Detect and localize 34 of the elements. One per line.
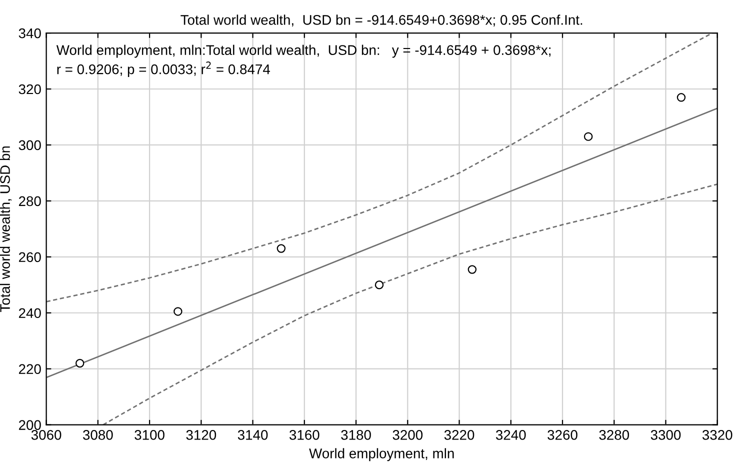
y-tick-label: 280 bbox=[18, 196, 41, 206]
x-tick-label: 3160 bbox=[289, 430, 320, 440]
y-tick-label: 240 bbox=[18, 308, 41, 318]
line-series bbox=[102, 183, 718, 425]
x-axis-title: World employment, mln bbox=[309, 448, 454, 462]
x-tick-label: 3240 bbox=[496, 430, 526, 440]
x-tick-label: 3060 bbox=[31, 430, 62, 440]
point bbox=[468, 265, 477, 274]
point bbox=[374, 280, 384, 290]
chart-title: Total world wealth, USD bn = -914.6549+0.3698*x; 0.95 Conf.Int. bbox=[180, 14, 582, 26]
point bbox=[676, 93, 686, 102]
x-tick-label: 3180 bbox=[341, 430, 371, 440]
point bbox=[174, 307, 182, 316]
point bbox=[584, 132, 593, 141]
y-tick-label: 340 bbox=[18, 28, 41, 38]
y-tick-label: 260 bbox=[18, 252, 41, 262]
x-tick-label: 3300 bbox=[650, 430, 681, 440]
x-tick-label: 3220 bbox=[444, 430, 474, 440]
x-tick-label: 3120 bbox=[186, 430, 216, 440]
y-tick-label: 220 bbox=[18, 364, 41, 374]
x-tick-label: 3260 bbox=[548, 430, 578, 440]
y-tick-label: 320 bbox=[18, 84, 41, 94]
x-tick-label: 3100 bbox=[134, 430, 164, 440]
point bbox=[76, 358, 84, 368]
point bbox=[276, 244, 286, 253]
x-tick-label: 3200 bbox=[392, 430, 423, 440]
x-tick-label: 3140 bbox=[238, 430, 268, 440]
x-tick-label: 3280 bbox=[599, 430, 630, 440]
annotation: World employment, mln:Total world wealth, USD bn: y = -914.6549 + 0.3698*x; r = 0.9206; p = 0.0033; r$^{2}$ = 0.8474 bbox=[56, 44, 550, 77]
y-tick-label: 300 bbox=[18, 140, 41, 150]
x-tick-label: 3080 bbox=[83, 430, 113, 440]
y-tick-label: 200 bbox=[18, 420, 41, 430]
x-tick-label: 3320 bbox=[702, 430, 732, 440]
y-axis-title: Total world wealth, USD bn bbox=[0, 146, 12, 312]
